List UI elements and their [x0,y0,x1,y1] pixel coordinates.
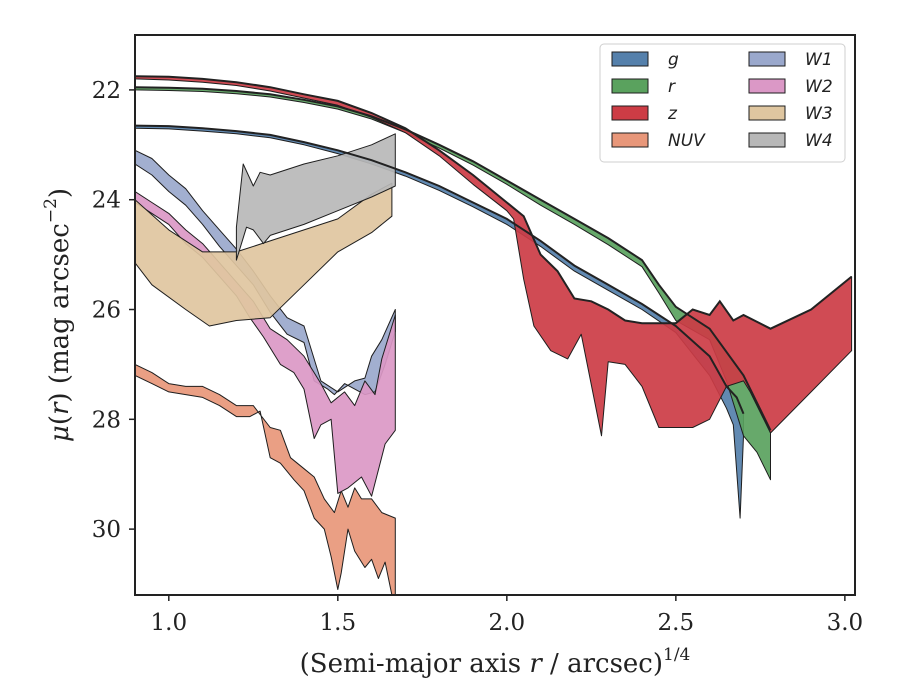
legend-swatch-w1 [748,51,786,67]
x-axis: 1.0 1.5 2.0 2.5 3.0 [151,595,864,636]
legend: grz NUV W1 W2 W3 W4 [599,43,846,163]
y-tick-label: 26 [92,298,121,324]
legend-label-w3: W3 [805,104,833,124]
x-tick-label: 1.0 [151,610,188,636]
x-tick-label: 3.0 [827,610,864,636]
y-axis: 22 24 26 28 30 [92,78,135,543]
legend-swatch-r [611,78,649,94]
y-tick-label: 24 [92,188,121,214]
x-tick-label: 1.5 [320,610,357,636]
x-tick-label: 2.0 [489,610,526,636]
legend-label-nuv: NUV [668,131,706,151]
series-line-r [135,86,772,431]
series-band-w4 [235,133,396,261]
series-band-w3 [135,182,393,327]
x-axis-label: (Semi-major axis r / arcsec)1/4 [300,645,691,679]
legend-label-w4: W4 [805,131,833,151]
legend-label-z: z [667,104,678,124]
y-tick-label: 28 [92,407,121,433]
x-tick-label: 2.5 [658,610,695,636]
legend-label-g: g [668,50,679,70]
plot-frame [134,34,856,596]
legend-swatch-g [611,51,649,67]
legend-swatch-w3 [748,105,786,121]
legend-swatch-w2 [748,78,786,94]
y-tick-label: 30 [92,517,121,543]
legend-swatch-w4 [748,132,786,148]
series-layer [135,75,853,595]
series-band-nuv [135,363,396,595]
legend-label-w2: W2 [805,77,833,97]
y-tick-label: 22 [92,78,121,104]
legend-swatch-nuv [611,132,649,148]
legend-swatch-z [611,105,649,121]
legend-label-w1: W1 [805,50,833,70]
legend-label-r: r [668,77,676,97]
y-axis-label: μ(r) (mag arcsec−2) [41,188,75,442]
series-line-z [135,75,853,330]
series-line-g [135,124,745,415]
